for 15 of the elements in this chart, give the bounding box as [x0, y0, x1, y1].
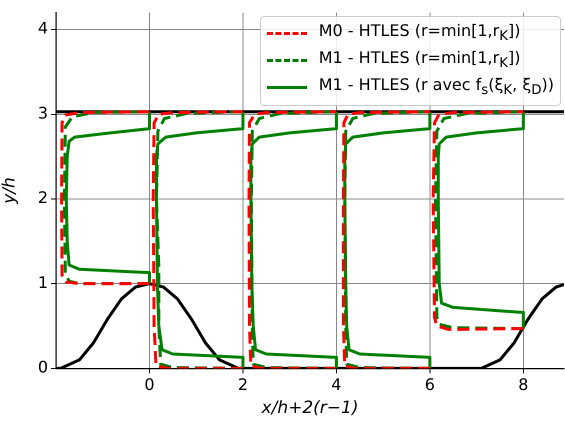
x-tick-label: 4 [331, 375, 342, 394]
legend-label: M1 - HTLES (r=min[1,r$_{K}$]) [318, 47, 520, 74]
y-tick-label: 3 [38, 103, 48, 122]
x-tick-label: 0 [144, 375, 155, 394]
legend-label: M0 - HTLES (r=min[1,r$_{K}$]) [318, 20, 520, 46]
x-tick-label: 2 [238, 375, 248, 394]
y-tick-label: 2 [38, 188, 48, 208]
y-tick-label: 0 [38, 358, 48, 377]
y-axis-title: y/h [0, 177, 20, 205]
legend-label: M1 - HTLES (r avec f$_{s}$(ξ$_{K}$, ξ$_{D}$)) [318, 74, 554, 101]
x-tick-label: 8 [518, 375, 528, 394]
x-axis-title: x/h+2(r−1) [260, 398, 358, 418]
y-tick-label: 4 [38, 18, 48, 38]
x-tick-label: 6 [424, 375, 435, 394]
y-tick-label: 1 [38, 272, 48, 292]
